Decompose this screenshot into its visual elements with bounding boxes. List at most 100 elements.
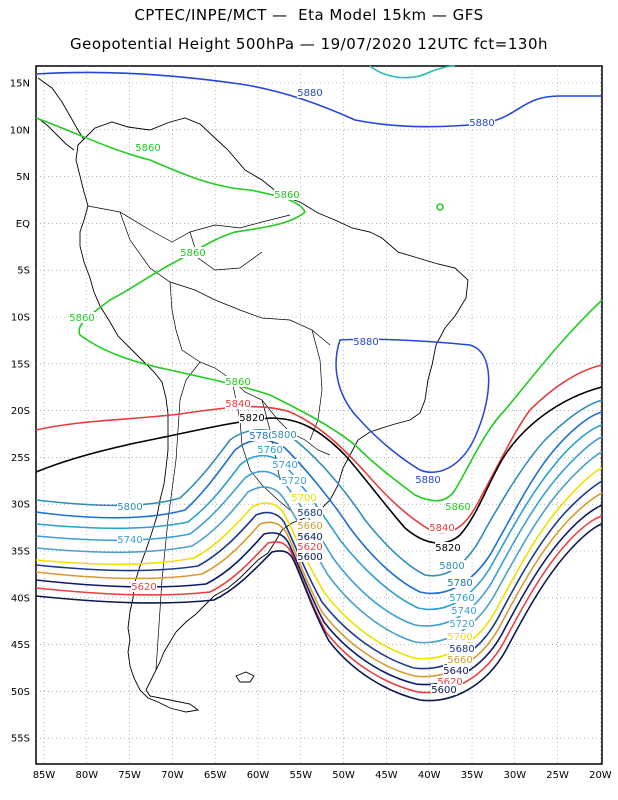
lon-tick-label: 70W: [161, 770, 184, 781]
contour-label: 5760: [257, 445, 282, 456]
contour-label: 5700: [447, 632, 472, 643]
contour-label-bg: [447, 654, 473, 665]
contour-label: 5620: [297, 542, 322, 553]
contour-label: 5720: [281, 476, 306, 487]
contour-5740: [35, 436, 603, 627]
contour-label-bg: [117, 501, 143, 512]
contour-label: 5860: [274, 190, 299, 201]
contour-label-bg: [297, 87, 323, 98]
contour-label-bg: [225, 398, 251, 409]
contour-label: 5600: [297, 552, 322, 563]
contour-label-bg: [281, 475, 307, 486]
contour-label: 5740: [117, 535, 142, 546]
contour-label: 5840: [225, 399, 250, 410]
contour-label: 5660: [447, 655, 472, 666]
central-america-coastline: [37, 77, 85, 151]
graticule: [36, 66, 602, 764]
lon-tick-label: 60W: [247, 770, 270, 781]
lat-tick-label: 55S: [11, 734, 30, 745]
lon-tick-label: 40W: [418, 770, 441, 781]
contour-label: 5880: [297, 88, 322, 99]
lat-tick-label: 10N: [10, 125, 30, 136]
contour-label-bg: [291, 492, 317, 503]
contour-lines: [35, 65, 603, 702]
contour-label-bg: [443, 665, 469, 676]
contour-label-bg: [297, 507, 323, 518]
contour-label-bg: [431, 684, 457, 695]
contour-5640: [35, 504, 603, 686]
contour-label: 5680: [297, 508, 322, 519]
lat-tick-label: 10S: [11, 313, 30, 324]
contour-label: 5720: [449, 619, 474, 630]
contour-label: 5800: [271, 430, 296, 441]
contour-label-bg: [271, 429, 297, 440]
lon-tick-label: 35W: [461, 770, 484, 781]
lon-tick-label: 45W: [375, 770, 398, 781]
coastlines: [37, 77, 469, 713]
lon-tick-label: 20W: [589, 770, 612, 781]
contour-label: 5880: [415, 475, 440, 486]
contour-label: 5800: [439, 561, 464, 572]
contour-5840: [35, 364, 603, 534]
contour-5860: [35, 117, 603, 502]
lat-tick-label: 45S: [11, 640, 30, 651]
lon-tick-label: 30W: [503, 770, 526, 781]
contour-label: 5860: [135, 143, 160, 154]
contour-label: 5860: [180, 248, 205, 259]
contour-label: 5640: [297, 532, 322, 543]
contour-5680: [35, 480, 603, 670]
contour-label-bg: [297, 541, 323, 552]
contour-5800: [35, 399, 603, 577]
contour-5880-closed: [335, 338, 490, 474]
contour-label: 5840: [429, 523, 454, 534]
lon-tick-label: 85W: [33, 770, 56, 781]
contour-label-bg: [415, 474, 441, 485]
contour-label: 5860: [225, 377, 250, 388]
contour-label: 5700: [291, 493, 316, 504]
contour-label-bg: [274, 189, 300, 200]
contour-5660: [35, 492, 603, 678]
contour-5720: [35, 451, 603, 644]
contour-label-bg: [447, 577, 473, 588]
contour-label-bg: [445, 501, 471, 512]
south-america-coastline: [75, 117, 469, 713]
contour-label: 5660: [297, 521, 322, 532]
contour-5760: [35, 424, 603, 611]
contour-label-bg: [239, 412, 265, 423]
lat-tick-label: 15N: [10, 79, 30, 90]
tick-labels: 15N 10N 5N EQ 5S 10S 15S 20S 25S 30S 35S 40S 45S 50S 5…: [10, 79, 612, 782]
lat-tick-label: 35S: [11, 547, 30, 558]
contour-label-bg: [135, 142, 161, 153]
contour-label: 5620: [437, 677, 462, 688]
contour-label-bg: [131, 581, 157, 592]
contour-label-bg: [429, 522, 455, 533]
contour-label: 5780: [447, 578, 472, 589]
lat-tick-label: 40S: [11, 593, 30, 604]
contour-label-bg: [447, 631, 473, 642]
contour-label-bg: [257, 444, 283, 455]
contour-label-bg: [180, 247, 206, 258]
contour-label-bg: [117, 534, 143, 545]
contour-label-bg: [297, 551, 323, 562]
contour-label: 5740: [451, 606, 476, 617]
title-line-1: CPTEC/INPE/MCT — Eta Model 15km — GFS: [134, 6, 484, 24]
contour-label: 5760: [449, 593, 474, 604]
contour-5780: [35, 411, 603, 595]
lat-tick-label: 30S: [11, 500, 30, 511]
plot-frame: [35, 65, 603, 765]
contour-label-bg: [249, 430, 275, 441]
contour-label: 5600: [431, 685, 456, 696]
contour-label-bg: [225, 376, 251, 387]
lat-tick-label: 5S: [17, 266, 30, 277]
contour-5620: [35, 515, 603, 694]
lat-tick-label: EQ: [16, 219, 30, 230]
contour-label: 5880: [469, 118, 494, 129]
contour-label-bg: [451, 605, 477, 616]
contour-5860-small: [436, 203, 444, 211]
contour-5600: [35, 523, 603, 702]
contour-label-bg: [449, 643, 475, 654]
lon-tick-label: 75W: [118, 770, 141, 781]
contour-label-bg: [449, 618, 475, 629]
contour-label-bg: [297, 520, 323, 531]
